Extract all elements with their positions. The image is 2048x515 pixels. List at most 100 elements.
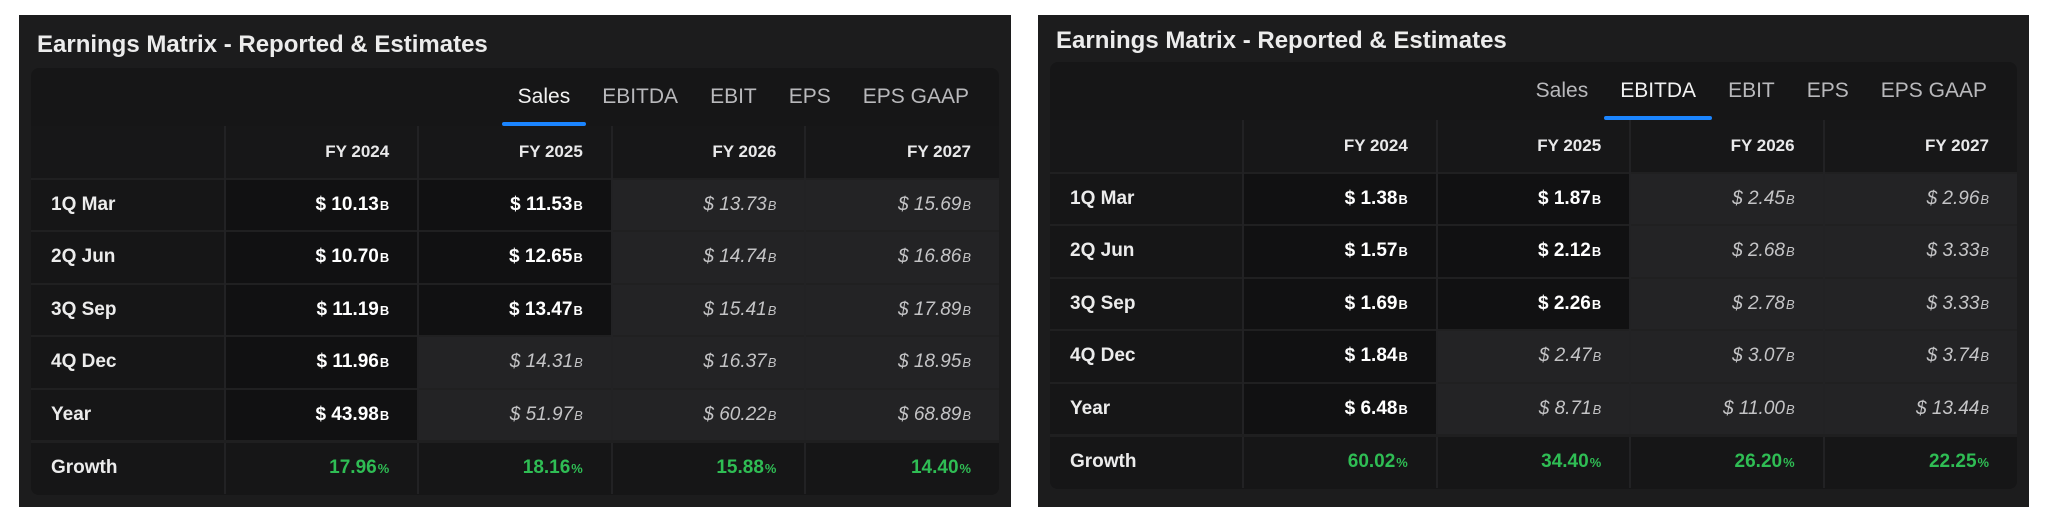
- column-header-fy-2027: FY 2027: [804, 126, 999, 179]
- row-label-year: Year: [31, 387, 225, 441]
- growth-value-cell: 18.16%: [417, 439, 612, 494]
- value-unit: B: [1785, 191, 1795, 207]
- value-unit: B: [767, 407, 777, 423]
- estimate-value-cell: $ 14.74B: [610, 230, 806, 284]
- value-amount: $ 12.65: [509, 246, 573, 268]
- value-amount: $ 2.12: [1538, 240, 1591, 262]
- value-amount: $ 2.68: [1732, 240, 1785, 262]
- row-label-1q-mar: 1Q Mar: [1050, 171, 1244, 225]
- estimate-value-cell: $ 3.33B: [1822, 224, 2017, 278]
- value-amount: $ 51.97: [509, 403, 574, 425]
- reported-value-cell: $ 1.57B: [1242, 224, 1437, 278]
- value-unit: B: [573, 250, 583, 266]
- value-amount: $ 15.41: [703, 298, 767, 320]
- tab-ebit[interactable]: EBIT: [694, 68, 773, 126]
- growth-value-cell: 15.88%: [610, 439, 806, 494]
- row-label-1q-mar: 1Q Mar: [31, 177, 225, 231]
- estimate-value-cell: $ 18.95B: [804, 335, 999, 389]
- growth-row: Growth 60.02% 34.40% 26.20% 22.25%: [1050, 433, 2017, 488]
- estimate-value-cell: $ 60.22B: [610, 387, 806, 441]
- table-row: 2Q Jun $ 10.70B $ 12.65B $ 14.74B $ 16.86B: [31, 230, 999, 284]
- value-unit: B: [574, 355, 583, 371]
- row-label-2q-jun: 2Q Jun: [31, 230, 225, 284]
- tab-eps[interactable]: EPS: [1791, 62, 1865, 120]
- earnings-card: Sales EBITDA EBIT EPS EPS GAAP FY 2024 FY 202…: [1050, 62, 2017, 489]
- value-unit: B: [379, 302, 390, 318]
- estimate-value-cell: $ 8.71B: [1435, 381, 1631, 435]
- value-amount: $ 1.57: [1344, 240, 1398, 262]
- value-amount: $ 13.73: [703, 193, 767, 215]
- table-row: 3Q Sep $ 11.19B $ 13.47B $ 15.41B $ 17.89B: [31, 282, 999, 336]
- value-unit: B: [962, 250, 971, 266]
- value-amount: $ 3.74: [1926, 345, 1980, 367]
- estimate-value-cell: $ 2.78B: [1629, 276, 1824, 330]
- header-row: FY 2024 FY 2025 FY 2026 FY 2027: [31, 126, 999, 179]
- growth-unit: %: [764, 461, 777, 476]
- tab-ebit[interactable]: EBIT: [1712, 62, 1791, 120]
- growth-value-cell: 14.40%: [804, 439, 999, 494]
- value-unit: B: [1785, 244, 1795, 260]
- value-unit: B: [379, 250, 390, 266]
- header-row: FY 2024 FY 2025 FY 2026 FY 2027: [1050, 120, 2017, 173]
- tab-label: EBITDA: [602, 85, 679, 108]
- tab-label: EPS: [788, 85, 831, 108]
- value-unit: B: [379, 355, 390, 371]
- tab-label: EPS: [1806, 79, 1849, 102]
- value-unit: B: [1591, 191, 1602, 207]
- growth-unit: %: [571, 461, 583, 476]
- estimate-value-cell: $ 2.96B: [1822, 171, 2017, 225]
- earnings-table: FY 2024 FY 2025 FY 2026 FY 2027 1Q Mar $ 1.38…: [1050, 120, 2017, 488]
- value-unit: B: [1398, 349, 1408, 365]
- value-unit: B: [962, 302, 971, 318]
- reported-value-cell: $ 2.12B: [1435, 224, 1631, 278]
- growth-value-cell: 60.02%: [1242, 433, 1437, 488]
- estimate-value-cell: $ 15.69B: [804, 177, 999, 231]
- estimate-value-cell: $ 68.89B: [804, 387, 999, 441]
- value-amount: $ 13.44: [1915, 397, 1980, 419]
- metric-tabs: Sales EBITDA EBIT EPS EPS GAAP: [1520, 62, 2003, 120]
- value-amount: $ 2.96: [1926, 187, 1980, 209]
- row-label-2q-jun: 2Q Jun: [1050, 224, 1244, 278]
- reported-value-cell: $ 10.70B: [223, 230, 419, 284]
- reported-value-cell: $ 1.69B: [1242, 276, 1437, 330]
- value-unit: B: [1980, 349, 1989, 365]
- earnings-panel-ebitda: Earnings Matrix - Reported & Estimates S…: [1038, 15, 2029, 507]
- value-amount: $ 60.22: [703, 403, 767, 425]
- column-header-fy-2026: FY 2026: [1629, 120, 1824, 173]
- value-unit: B: [574, 407, 583, 423]
- row-label-4q-dec: 4Q Dec: [1050, 329, 1244, 383]
- reported-value-cell: $ 11.19B: [223, 282, 419, 336]
- growth-unit: %: [1977, 455, 1989, 470]
- value-unit: B: [767, 197, 777, 213]
- growth-value-cell: 22.25%: [1822, 433, 2017, 488]
- tab-ebitda[interactable]: EBITDA: [586, 68, 694, 126]
- reported-value-cell: $ 12.65B: [417, 230, 612, 284]
- row-label-4q-dec: 4Q Dec: [31, 335, 225, 389]
- estimate-value-cell: $ 14.31B: [417, 335, 612, 389]
- estimate-value-cell: $ 2.45B: [1629, 171, 1824, 225]
- tab-eps[interactable]: EPS: [773, 68, 847, 126]
- value-amount: $ 16.86: [897, 246, 962, 268]
- table-row: Year $ 6.48B $ 8.71B $ 11.00B $ 13.44B: [1050, 381, 2017, 435]
- estimate-value-cell: $ 3.33B: [1822, 276, 2017, 330]
- value-unit: B: [767, 302, 777, 318]
- value-unit: B: [1398, 296, 1408, 312]
- value-amount: $ 16.37: [703, 351, 767, 373]
- earnings-table: FY 2024 FY 2025 FY 2026 FY 2027 1Q Mar $ 10.1…: [31, 126, 999, 494]
- table-row: Year $ 43.98B $ 51.97B $ 60.22B $ 68.89B: [31, 387, 999, 441]
- tab-sales[interactable]: Sales: [1520, 62, 1605, 120]
- tab-label: Sales: [1535, 79, 1589, 102]
- estimate-value-cell: $ 13.44B: [1822, 381, 2017, 435]
- value-amount: $ 1.84: [1344, 345, 1398, 367]
- table-row: 3Q Sep $ 1.69B $ 2.26B $ 2.78B $ 3.33B: [1050, 276, 2017, 330]
- tab-sales[interactable]: Sales: [501, 68, 587, 126]
- tab-eps-gaap[interactable]: EPS GAAP: [847, 68, 985, 126]
- tab-ebitda[interactable]: EBITDA: [1604, 62, 1713, 120]
- value-amount: $ 14.74: [703, 246, 767, 268]
- value-amount: $ 11.19: [316, 298, 379, 320]
- tab-eps-gaap[interactable]: EPS GAAP: [1865, 62, 2003, 120]
- table-row: 4Q Dec $ 1.84B $ 2.47B $ 3.07B $ 3.74B: [1050, 329, 2017, 383]
- growth-amount: 60.02: [1347, 451, 1396, 472]
- value-amount: $ 11.53: [510, 193, 573, 215]
- column-header-fy-2024: FY 2024: [1242, 120, 1437, 173]
